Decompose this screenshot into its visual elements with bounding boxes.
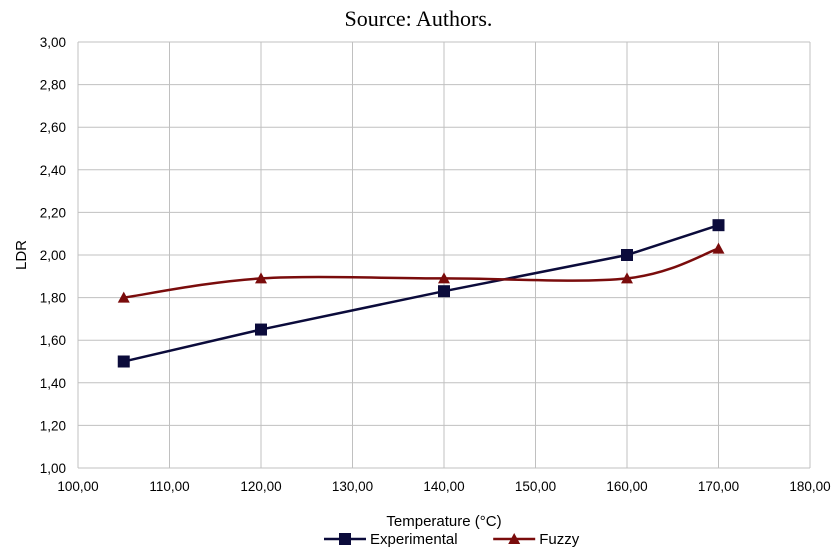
- experimental-point: [117, 355, 130, 368]
- fuzzy-point: [117, 291, 130, 303]
- y-axis-title: LDR: [13, 240, 30, 270]
- x-axis-tick-labels: 100,00 110,00 120,00 130,00 140,00 150,00 160,…: [57, 479, 830, 494]
- fuzzy-point: [712, 242, 725, 254]
- experimental-point: [438, 285, 450, 298]
- x-tick-label: 150,00: [515, 479, 556, 494]
- legend-swatch-marker: [339, 533, 351, 545]
- experimental-point: [712, 219, 725, 232]
- series-experimental: [117, 219, 725, 368]
- fuzzy-point: [255, 272, 267, 284]
- series-fuzzy: [117, 242, 725, 303]
- fuzzy-point: [621, 272, 633, 284]
- y-tick-label: 2,00: [40, 248, 66, 263]
- fuzzy-point: [438, 272, 450, 284]
- legend: Experimental Fuzzy: [324, 531, 580, 548]
- x-tick-label: 120,00: [240, 479, 281, 494]
- x-tick-label: 140,00: [423, 479, 464, 494]
- x-tick-label: 160,00: [606, 479, 647, 494]
- y-tick-label: 1,60: [40, 333, 66, 348]
- y-axis-tick-labels: 1,00 1,20 1,40 1,60 1,80 2,00 2,20 2,40 2,60 2,80…: [40, 35, 66, 476]
- y-tick-label: 1,20: [40, 418, 66, 433]
- chart-caption: Source: Authors.: [344, 6, 493, 31]
- legend-label: Experimental: [370, 531, 458, 548]
- x-tick-label: 110,00: [149, 479, 189, 494]
- series: [117, 219, 725, 368]
- experimental-point: [255, 323, 267, 336]
- x-tick-label: 170,00: [698, 479, 739, 494]
- experimental-line: [123, 223, 719, 363]
- legend-item-experimental: Experimental: [324, 531, 458, 548]
- x-tick-label: 180,00: [789, 479, 830, 494]
- x-tick-label: 130,00: [332, 479, 373, 494]
- y-tick-label: 1,40: [40, 376, 66, 391]
- experimental-point: [621, 249, 633, 261]
- legend-item-fuzzy: Fuzzy: [493, 531, 580, 548]
- legend-label: Fuzzy: [539, 531, 580, 548]
- grid: [77, 41, 811, 469]
- y-tick-label: 2,60: [40, 120, 66, 135]
- y-tick-label: 1,00: [40, 461, 66, 476]
- y-tick-label: 3,00: [40, 35, 66, 50]
- y-tick-label: 2,20: [40, 205, 66, 220]
- legend-swatch-marker: [508, 533, 521, 544]
- y-tick-label: 1,80: [40, 291, 66, 306]
- y-tick-label: 2,80: [40, 78, 66, 93]
- y-tick-label: 2,40: [40, 163, 66, 178]
- x-axis-title: Temperature (°C): [386, 513, 501, 530]
- x-tick-label: 100,00: [57, 479, 98, 494]
